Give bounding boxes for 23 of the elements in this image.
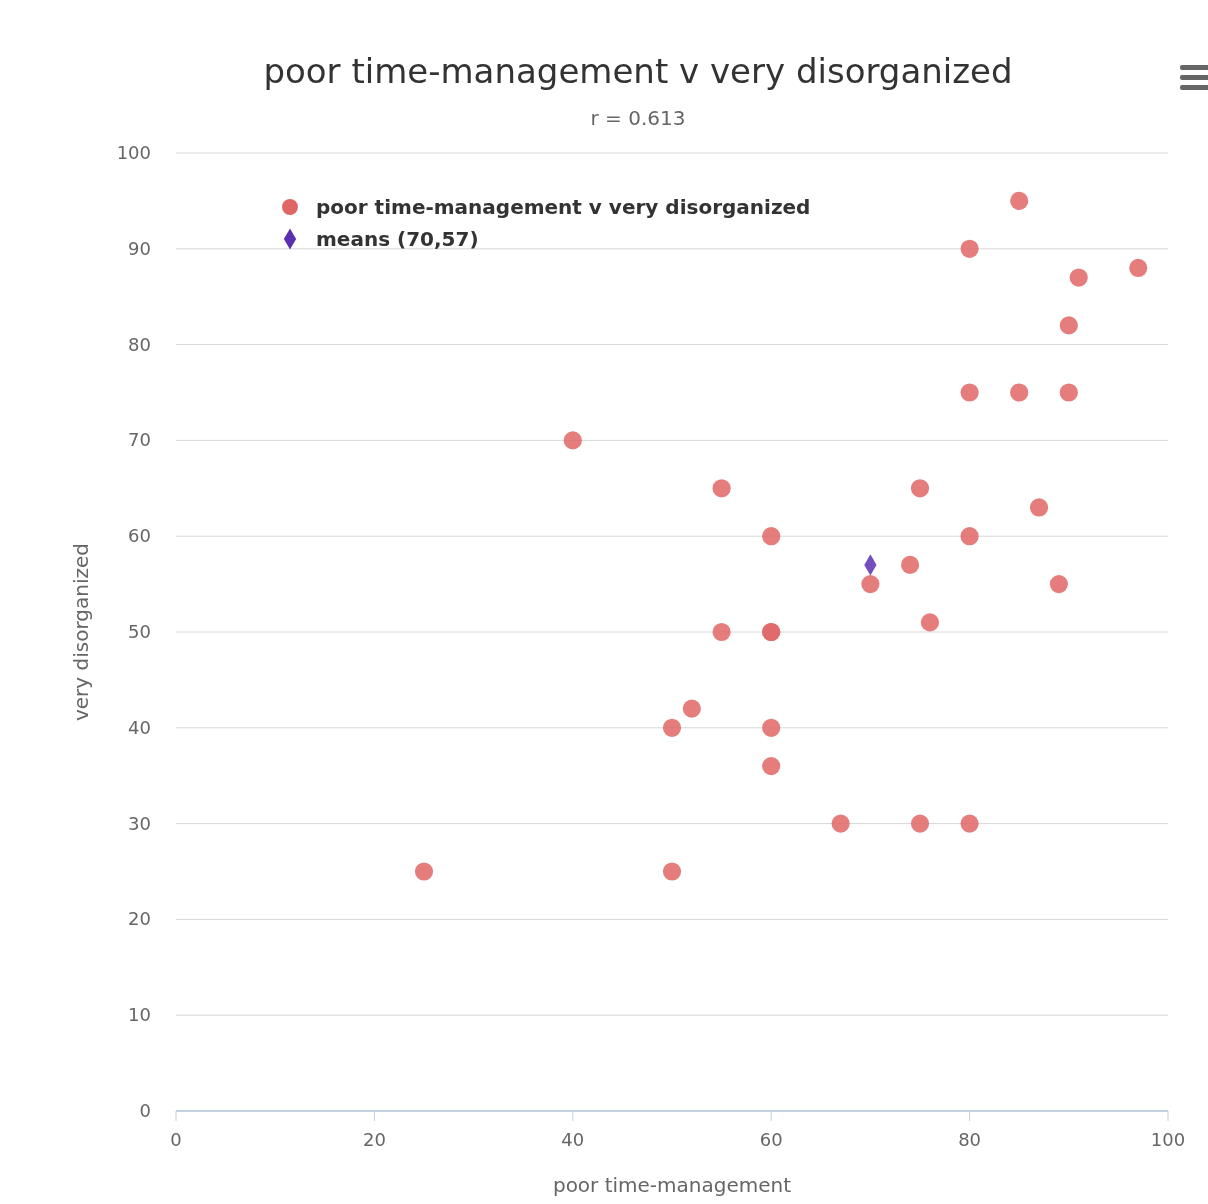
y-tick-label: 90 — [128, 237, 151, 259]
y-tick-label: 0 — [139, 1100, 151, 1121]
y-axis-title: very disorganized — [69, 542, 93, 722]
chart-title: poor time-management v very disorganized — [263, 51, 1013, 91]
chart-subtitle: r = 0.613 — [590, 106, 686, 130]
legend-label: poor time-management v very disorganized — [316, 195, 811, 219]
legend-label: means (70,57) — [316, 227, 479, 251]
y-tick-label: 10 — [128, 1004, 151, 1026]
y-tick-label: 30 — [128, 812, 151, 834]
y-tick-label: 50 — [128, 621, 151, 642]
y-tick-label: 100 — [116, 142, 151, 163]
x-tick-label: 20 — [362, 1129, 386, 1150]
x-tick-label: 0 — [170, 1129, 182, 1150]
x-axis-title: poor time-management — [552, 1173, 792, 1197]
x-tick-label: 60 — [759, 1129, 783, 1150]
x-tick-label: 40 — [561, 1129, 585, 1150]
y-tick-label: 70 — [128, 429, 151, 451]
y-tick-label: 40 — [128, 716, 151, 738]
y-tick-label: 20 — [128, 908, 151, 930]
y-tick-label: 80 — [128, 333, 151, 355]
y-tick-label: 60 — [128, 525, 151, 547]
x-tick-label: 80 — [958, 1129, 982, 1150]
x-tick-label: 100 — [1150, 1129, 1186, 1150]
